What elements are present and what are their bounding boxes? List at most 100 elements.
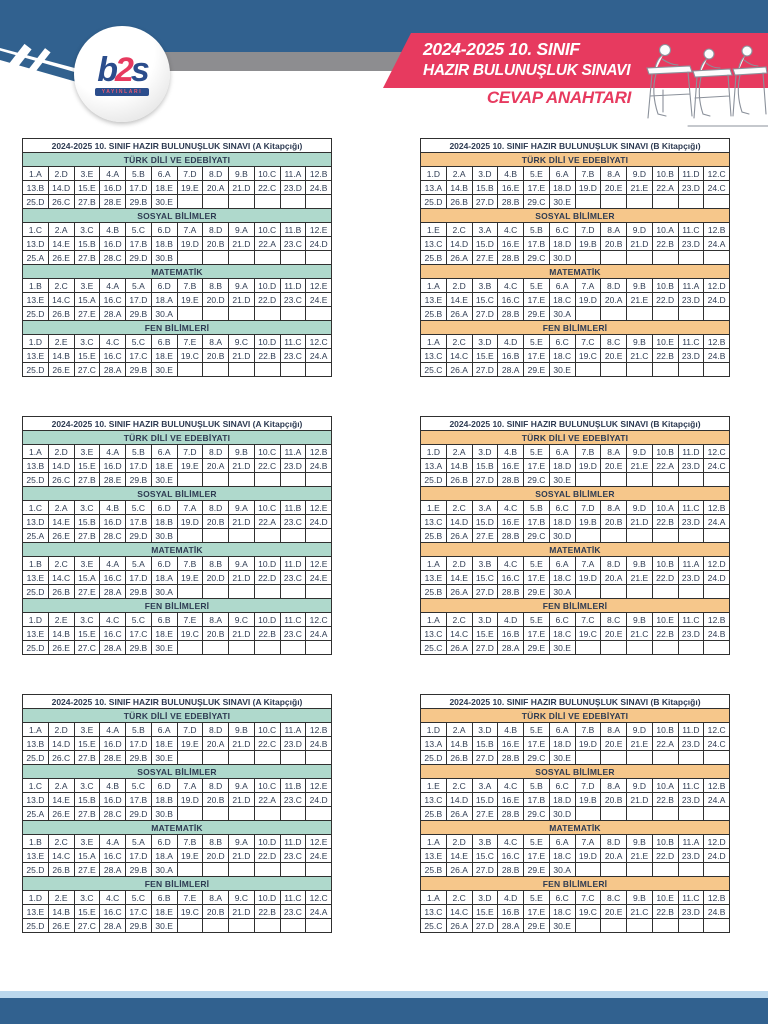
answer-cell: 21.C bbox=[626, 348, 653, 363]
answer-cell: 13.A bbox=[420, 458, 447, 473]
answer-cell: 8.D bbox=[202, 222, 229, 237]
empty-cell bbox=[176, 362, 204, 377]
answer-cell: 29.B bbox=[125, 750, 152, 765]
answer-cell: 14.B bbox=[47, 626, 75, 641]
answer-cell: 18.C bbox=[548, 570, 576, 585]
empty-cell bbox=[651, 806, 679, 821]
answer-cell: 12.E bbox=[305, 556, 332, 571]
logo-letter-b: b bbox=[97, 50, 118, 89]
answer-cell: 7.A bbox=[176, 778, 204, 793]
answer-cell: 16.B bbox=[497, 904, 524, 919]
answer-cell: 21.D bbox=[626, 792, 653, 807]
empty-cell bbox=[703, 194, 730, 209]
empty-cell bbox=[176, 528, 204, 543]
answer-cell: 4.B bbox=[497, 166, 524, 181]
answer-cell: 18.B bbox=[150, 514, 178, 529]
empty-cell bbox=[626, 640, 653, 655]
answer-cell: 2.C bbox=[445, 334, 473, 349]
empty-cell bbox=[626, 750, 653, 765]
answer-cell: 9.C bbox=[228, 612, 255, 627]
empty-cell bbox=[176, 750, 204, 765]
answer-cell: 2.A bbox=[47, 500, 75, 515]
empty-cell bbox=[202, 194, 229, 209]
answer-cell: 1.A bbox=[22, 444, 49, 459]
empty-cell bbox=[228, 584, 255, 599]
answer-cell: 10.C bbox=[253, 166, 281, 181]
answer-cell: 14.E bbox=[47, 792, 75, 807]
answer-cell: 24.E bbox=[305, 848, 332, 863]
answer-cell: 22.A bbox=[253, 792, 281, 807]
answer-cell: 21.E bbox=[626, 180, 653, 195]
answer-cell: 9.D bbox=[626, 722, 653, 737]
answer-cell: 29.D bbox=[125, 806, 152, 821]
empty-cell bbox=[228, 640, 255, 655]
section-header: MATEMATİK bbox=[420, 542, 730, 557]
answer-cell: 26.E bbox=[47, 362, 75, 377]
answer-cell: 17.B bbox=[125, 792, 152, 807]
answer-cell: 8.A bbox=[600, 778, 627, 793]
answer-cell: 26.A bbox=[445, 806, 473, 821]
empty-cell bbox=[574, 194, 602, 209]
answer-cell: 19.D bbox=[574, 292, 602, 307]
section-header: MATEMATİK bbox=[420, 820, 730, 835]
answer-cell: 27.D bbox=[471, 750, 499, 765]
answer-cell: 14.C bbox=[445, 348, 473, 363]
answer-cell: 30.D bbox=[548, 528, 576, 543]
answer-cell: 4.D bbox=[497, 890, 524, 905]
answer-cell: 9.C bbox=[228, 890, 255, 905]
empty-cell bbox=[176, 250, 204, 265]
answer-cell: 10.E bbox=[651, 612, 679, 627]
empty-cell bbox=[677, 862, 705, 877]
empty-cell bbox=[626, 862, 653, 877]
answer-cell: 14.D bbox=[47, 458, 75, 473]
answer-cell: 16.D bbox=[99, 458, 126, 473]
answer-cell: 4.C bbox=[99, 612, 126, 627]
empty-cell bbox=[626, 528, 653, 543]
answer-cell: 6.C bbox=[548, 334, 576, 349]
answer-cell: 26.A bbox=[445, 362, 473, 377]
answer-cell: 10.B bbox=[651, 722, 679, 737]
answer-cell: 17.D bbox=[125, 180, 152, 195]
answer-cell: 19.C bbox=[574, 626, 602, 641]
b2s-logo-text: b2s bbox=[97, 50, 150, 89]
empty-cell bbox=[651, 918, 679, 933]
answer-cell: 4.A bbox=[99, 834, 126, 849]
answer-cell: 7.B bbox=[574, 444, 602, 459]
answer-cell: 25.A bbox=[22, 806, 49, 821]
answer-cell: 11.C bbox=[677, 612, 705, 627]
answer-cell: 14.E bbox=[445, 570, 473, 585]
empty-cell bbox=[626, 250, 653, 265]
answer-cell: 6.B bbox=[150, 890, 178, 905]
answer-cell: 16.E bbox=[497, 236, 524, 251]
answer-cell: 26.C bbox=[47, 472, 75, 487]
answer-cell: 5.C bbox=[125, 890, 152, 905]
answer-cell: 11.A bbox=[279, 722, 307, 737]
answer-cell: 9.B bbox=[228, 444, 255, 459]
empty-cell bbox=[651, 750, 679, 765]
empty-cell bbox=[677, 584, 705, 599]
answer-cell: 2.C bbox=[445, 500, 473, 515]
answer-cell: 30.A bbox=[548, 306, 576, 321]
empty-cell bbox=[651, 194, 679, 209]
answer-cell: 30.E bbox=[548, 194, 576, 209]
answer-cell: 23.D bbox=[677, 180, 705, 195]
answer-cell: 19.C bbox=[176, 626, 204, 641]
answer-cell: 1.D bbox=[420, 166, 447, 181]
answer-cell: 24.C bbox=[703, 736, 730, 751]
answer-cell: 20.B bbox=[202, 904, 229, 919]
answer-cell: 23.D bbox=[279, 180, 307, 195]
answer-cell: 21.D bbox=[228, 904, 255, 919]
answer-cell: 6.D bbox=[150, 556, 178, 571]
answer-cell: 6.A bbox=[548, 722, 576, 737]
answer-cell: 26.B bbox=[445, 472, 473, 487]
answer-cell: 15.B bbox=[471, 736, 499, 751]
answer-cell: 12.C bbox=[305, 334, 332, 349]
empty-cell bbox=[703, 862, 730, 877]
answer-cell: 14.B bbox=[445, 458, 473, 473]
answer-cell: 21.D bbox=[228, 348, 255, 363]
answer-cell: 27.D bbox=[471, 362, 499, 377]
answer-cell: 21.C bbox=[626, 626, 653, 641]
answer-cell: 10.C bbox=[253, 444, 281, 459]
answer-cell: 6.C bbox=[548, 778, 576, 793]
answer-cell: 13.C bbox=[420, 236, 447, 251]
